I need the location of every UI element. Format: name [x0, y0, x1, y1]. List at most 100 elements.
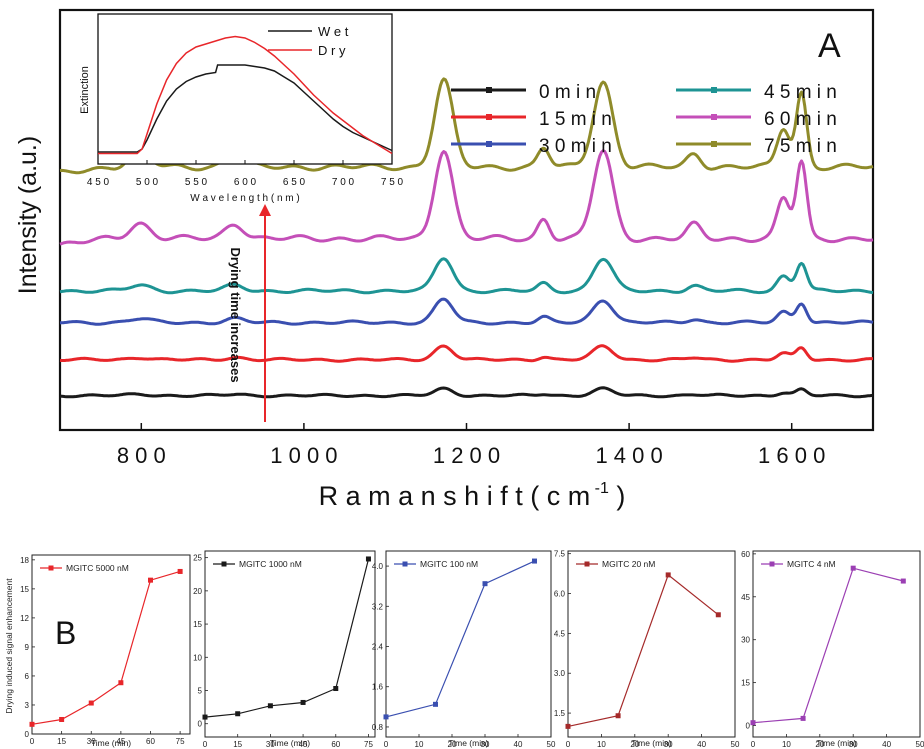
subplot-y-tick-label: 0: [198, 720, 203, 729]
panel-a-label: A: [818, 27, 841, 65]
subplot-data-point: [29, 721, 35, 727]
inset-x-tick-label: 4 5 0: [87, 177, 110, 188]
subplot-frame: [752, 550, 921, 738]
legend-label: 1 5 m i n: [539, 109, 612, 130]
subplot-x-tick-label: 75: [364, 740, 373, 749]
subplot-legend-label: MGITC 4 nM: [787, 559, 836, 569]
subplot-y-tick-label: 45: [741, 593, 750, 602]
subplot-y-tick-label: 1.5: [554, 709, 566, 718]
subplot-1: 0 15 30 45 60 75 0 3 6 9 12 15 18 Time (min) MGITC 500…: [20, 554, 191, 748]
inset-x-tick-label: 7 0 0: [332, 177, 355, 188]
subplot-x-axis-label: Time (min): [91, 738, 131, 748]
subplot-y-tick-label: 15: [20, 585, 29, 594]
subplot-x-tick-label: 60: [331, 740, 340, 749]
subplot-data-point: [148, 577, 153, 583]
spectrum-line: [59, 344, 873, 363]
spectrum-line: [59, 297, 874, 326]
subplot-x-tick-label: 20: [815, 740, 824, 749]
legend-marker: [711, 141, 717, 147]
legend-marker: [486, 141, 492, 147]
subplot-x-axis-label: Time (min): [816, 738, 856, 748]
subplot-data-point: [900, 578, 906, 584]
subplot-y-tick-label: 25: [193, 554, 202, 563]
drying-arrow-head: [259, 204, 271, 216]
subplot-data-point: [235, 711, 241, 717]
inset-x-tick-label: 6 0 0: [234, 177, 257, 188]
inset-x-tick-label: 5 0 0: [136, 177, 159, 188]
legend-label: 0 m i n: [539, 82, 596, 103]
drying-annotation: Drying time increases: [228, 247, 243, 382]
subplot-x-tick-label: 50: [916, 740, 924, 749]
subplot-x-tick-label: 0: [751, 740, 756, 749]
subplot-y-tick-label: 1.6: [372, 683, 384, 692]
subplot-data-point: [300, 699, 306, 705]
subplot-data-point: [383, 714, 389, 720]
inset-legend-label: W e t: [318, 24, 349, 39]
subplot-x-tick-label: 50: [547, 740, 556, 749]
subplot-legend-marker: [48, 565, 54, 571]
subplot-data-point: [433, 701, 438, 707]
subplot-legend-label: MGITC 5000 nM: [66, 563, 129, 573]
subplot-data-point: [118, 680, 124, 686]
panel-a-y-axis-label: Intensity (a.u.): [14, 136, 42, 294]
subplot-x-tick-label: 45: [299, 740, 308, 749]
subplot-x-tick-label: 0: [30, 737, 35, 746]
subplot-series-line: [31, 570, 181, 725]
subplot-x-tick-label: 0: [203, 740, 208, 749]
subplot-x-tick-label: 30: [87, 737, 96, 746]
subplot-frame: [31, 554, 191, 735]
subplot-data-point: [88, 700, 94, 706]
inset-y-axis-label: Extinction: [79, 66, 91, 114]
subplot-data-point: [800, 715, 806, 721]
subplot-y-tick-label: 60: [741, 550, 750, 559]
subplot-x-tick-label: 30: [664, 740, 673, 749]
subplot-y-tick-label: 0: [25, 730, 30, 739]
subplot-x-tick-label: 0: [566, 740, 571, 749]
subplot-y-tick-label: 6: [25, 672, 30, 681]
legend-marker: [486, 114, 492, 120]
subplot-legend-label: MGITC 20 nM: [602, 559, 655, 569]
subplot-x-tick-label: 0: [384, 740, 389, 749]
subplot-x-tick-label: 50: [731, 740, 740, 749]
subplot-x-tick-label: 30: [481, 740, 490, 749]
panel-a-x-axis-label: R a m a n s h i f t ( c m -1 ): [319, 480, 626, 511]
subplot-x-tick-label: 75: [176, 737, 185, 746]
subplot-x-tick-label: 45: [116, 737, 125, 746]
subplot-x-tick-label: 40: [514, 740, 523, 749]
subplot-data-point: [615, 713, 621, 719]
subplot-5: 0 10 20 30 40 50 0 15 30 45 60 Time (min) MGITC 4 nM: [741, 550, 924, 749]
subplot-data-point: [177, 568, 183, 574]
legend-marker: [711, 114, 717, 120]
subplot-y-tick-label: 6.0: [554, 590, 566, 599]
subplot-y-tick-label: 12: [20, 614, 29, 623]
inset-x-tick-label: 7 5 0: [381, 177, 404, 188]
subplot-y-tick-label: 20: [193, 587, 202, 596]
subplot-series-line: [752, 567, 904, 724]
subplot-y-tick-label: 3: [25, 701, 30, 710]
subplot-data-point: [565, 723, 571, 729]
subplot-y-tick-label: 4.5: [554, 629, 566, 638]
subplot-x-tick-label: 10: [415, 740, 424, 749]
subplot-y-tick-label: 2.4: [372, 643, 384, 652]
subplot-legend-label: MGITC 1000 nM: [239, 559, 302, 569]
subplot-data-point: [267, 703, 273, 709]
subplot-data-point: [365, 556, 371, 562]
subplot-x-tick-label: 15: [233, 740, 242, 749]
panel-a-x-tick-label: 1 4 0 0: [595, 443, 662, 468]
subplot-data-point: [59, 716, 65, 722]
inset-series-line: [98, 35, 393, 155]
legend-marker: [711, 87, 717, 93]
subplot-y-tick-label: 3.2: [372, 602, 384, 611]
subplot-legend-marker: [402, 561, 408, 567]
subplot-x-tick-label: 10: [782, 740, 791, 749]
subplot-x-tick-label: 10: [597, 740, 606, 749]
subplot-data-point: [333, 686, 339, 692]
subplot-data-point: [750, 720, 756, 726]
subplot-x-axis-label: Time (min): [631, 738, 671, 748]
panel-a-x-tick-label: 8 0 0: [117, 443, 166, 468]
subplot-frame: [385, 550, 552, 738]
subplot-frame: [204, 550, 376, 738]
subplot-x-tick-label: 40: [882, 740, 891, 749]
legend-label: 3 0 m i n: [539, 136, 612, 157]
